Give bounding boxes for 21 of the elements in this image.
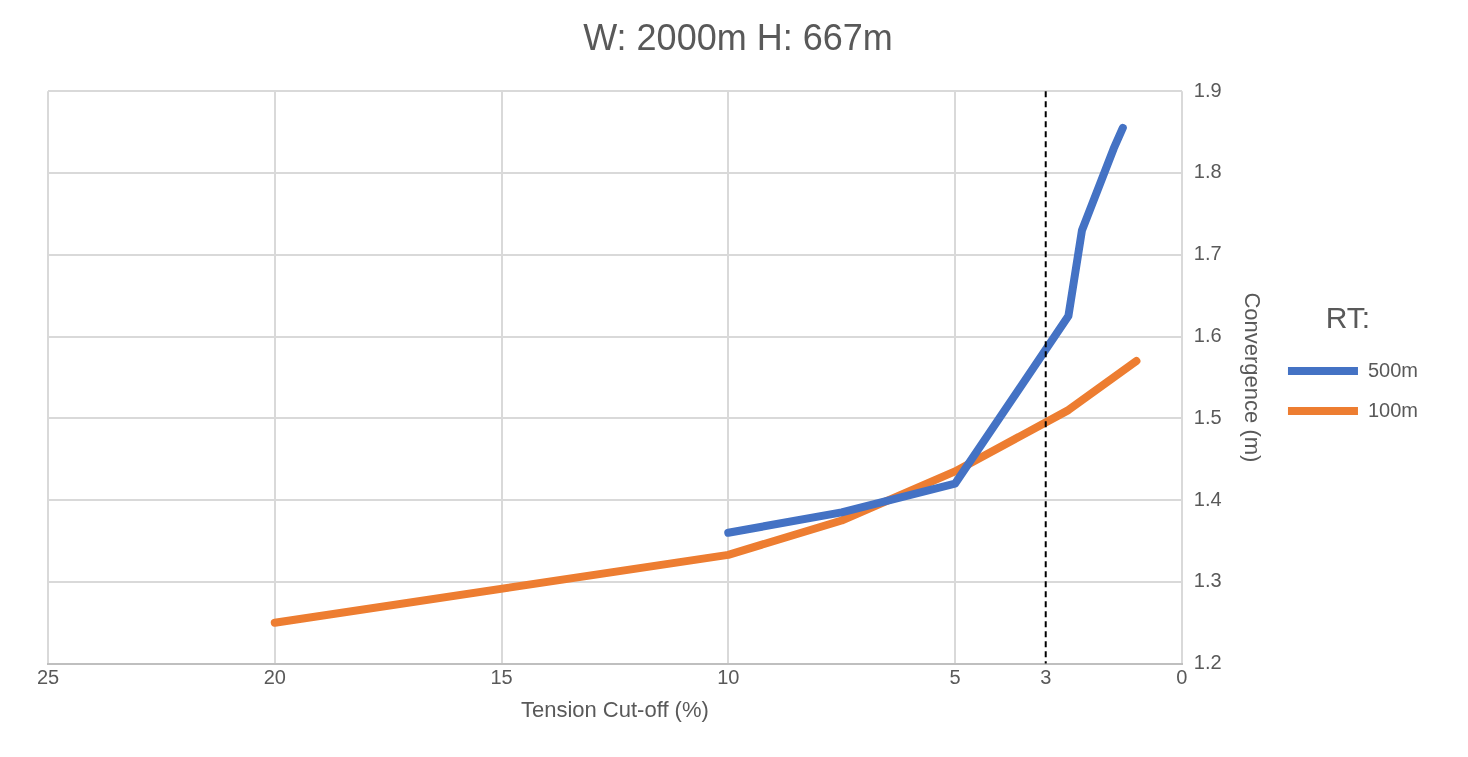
y-tick-label: 1.2 — [1193, 651, 1222, 674]
y-tick-label: 1.7 — [1193, 242, 1222, 265]
x-axis-title: Tension Cut-off (%) — [520, 696, 709, 722]
y-tick-label: 1.6 — [1193, 324, 1222, 347]
x-tick-label: 15 — [490, 666, 513, 689]
y-tick-label: 1.3 — [1193, 569, 1222, 592]
y-tick-label: 1.4 — [1193, 487, 1222, 510]
chart-title: W: 2000m H: 667m — [583, 16, 893, 58]
legend-label: 500m — [1367, 358, 1418, 381]
legend-title: RT: — [1325, 301, 1371, 335]
y-tick-label: 1.5 — [1193, 405, 1222, 428]
y-tick-label: 1.8 — [1193, 160, 1222, 183]
x-tick-label: 10 — [717, 666, 740, 689]
legend-label: 100m — [1367, 398, 1418, 421]
x-tick-label: 20 — [263, 666, 286, 689]
x-tick-label: 5 — [949, 666, 961, 689]
y-tick-label: 1.9 — [1193, 78, 1222, 101]
x-tick-label: 3 — [1040, 666, 1052, 689]
y-axis-title: Convergence (m) — [1239, 292, 1265, 463]
x-tick-label: 0 — [1176, 666, 1188, 689]
x-tick-label: 25 — [36, 666, 60, 689]
